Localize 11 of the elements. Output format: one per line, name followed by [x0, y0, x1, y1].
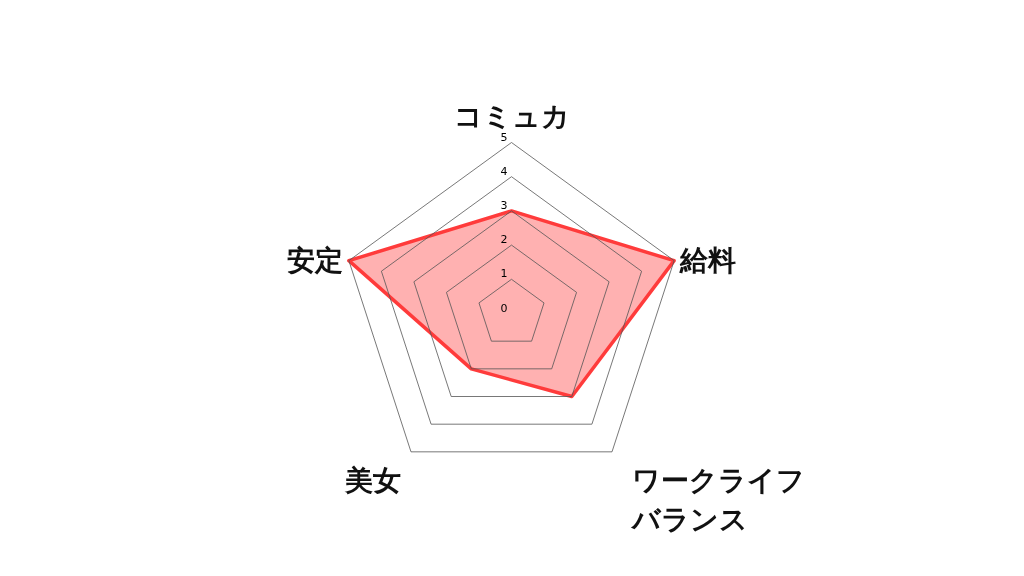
- spoke-label: ワークライフバランス: [630, 463, 806, 537]
- y-tick-label: 4: [500, 164, 508, 178]
- spoke-label: 美女: [343, 463, 401, 497]
- y-tick-label: 3: [500, 198, 508, 212]
- y-tick-label: 2: [500, 233, 508, 247]
- y-tick-label: 1: [500, 267, 508, 281]
- spoke-label: 給料: [679, 244, 737, 278]
- y-tick-label: 0: [500, 301, 508, 315]
- y-tick-label: 5: [500, 130, 508, 144]
- spoke-label: コミュカ: [453, 99, 570, 133]
- spoke-label: 安定: [286, 244, 343, 278]
